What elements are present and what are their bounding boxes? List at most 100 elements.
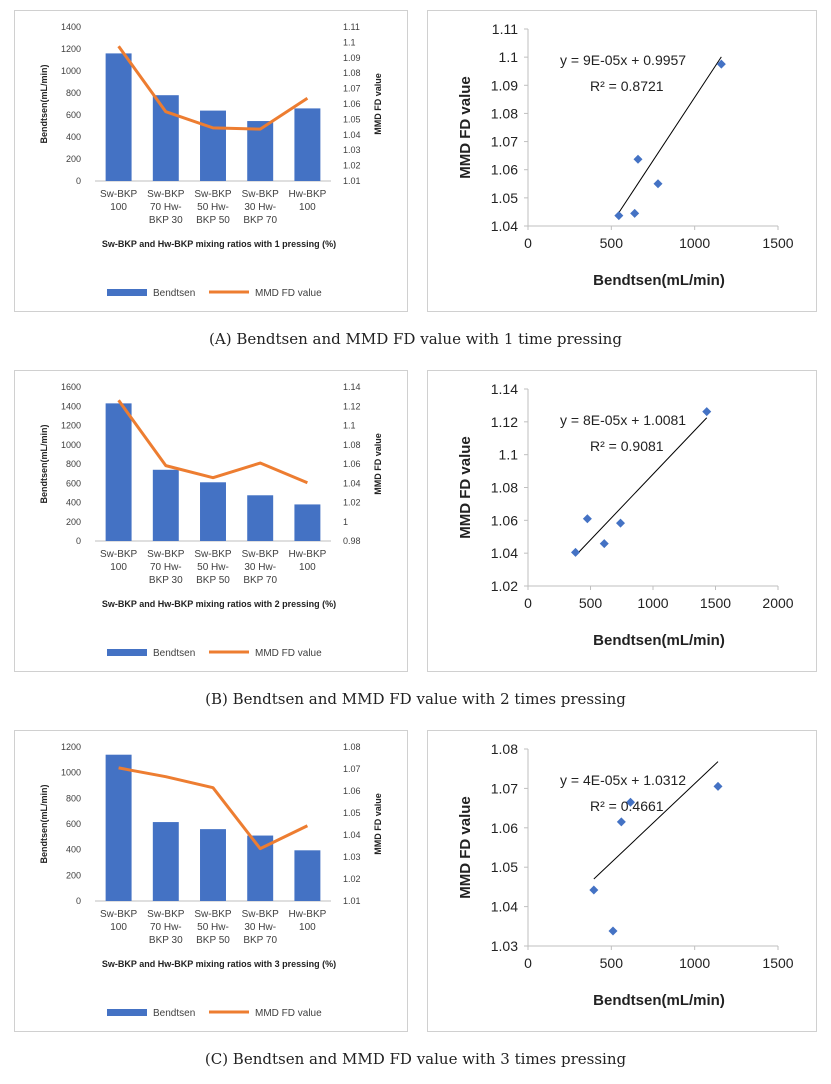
y2-axis-title: MMD FD value <box>373 73 383 135</box>
y-tick-label: 1.14 <box>491 381 518 397</box>
y2-tick-label: 1.02 <box>343 498 361 508</box>
x-axis-title: Sw-BKP and Hw-BKP mixing ratios with 1 p… <box>102 239 336 249</box>
x-axis-title: Sw-BKP and Hw-BKP mixing ratios with 3 p… <box>102 959 336 969</box>
x-category-label: 100 <box>299 922 316 933</box>
trendline <box>618 56 722 213</box>
scatter-point <box>626 797 635 807</box>
scatter-point <box>571 547 580 557</box>
y-tick-label: 1.07 <box>491 134 518 150</box>
legend-swatch-bendtsen <box>107 1009 147 1016</box>
y2-tick-label: 1.07 <box>343 764 361 774</box>
scatter-point <box>633 154 643 164</box>
x-tick-label: 1500 <box>762 955 793 971</box>
x-category-label: 50 Hw- <box>197 562 229 573</box>
x-category-label: BKP 30 <box>149 215 183 226</box>
y-tick-label: 1.05 <box>491 859 518 875</box>
y-tick-label: 1.05 <box>491 190 518 206</box>
y2-tick-label: 1.05 <box>343 808 361 818</box>
combo-chart-svg: 0 200 400 600 800 1000 1200 1400 1.01 1.02 1.03 1.0… <box>39 22 383 299</box>
x-category-label: Sw-BKP <box>194 549 232 560</box>
y-tick-label: 1000 <box>61 66 81 76</box>
y-axis-title: Bendtsen(mL/min) <box>39 424 49 503</box>
x-category-label: BKP 70 <box>243 575 277 586</box>
y2-tick-label: 1.04 <box>343 130 361 140</box>
x-category-label: Sw-BKP <box>242 909 280 920</box>
y-tick-label: 1.08 <box>491 105 518 121</box>
scatter-point <box>599 539 609 549</box>
bar-bendtsen <box>200 829 226 901</box>
scatter-point <box>630 208 640 218</box>
y-tick-label: 1.1 <box>499 447 519 463</box>
scatter-point <box>582 514 592 524</box>
combo-chart-3-pressing: 0 200 400 600 800 1000 1200 1.01 1.02 1.03 1.04 1.0… <box>14 730 408 1032</box>
x-tick-label: 0 <box>524 595 532 611</box>
y-tick-label: 1600 <box>61 382 81 392</box>
y2-tick-label: 1.05 <box>343 114 361 124</box>
bar-bendtsen <box>200 110 226 181</box>
x-tick-label: 1500 <box>762 235 793 251</box>
x-category-label: Hw-BKP <box>289 909 327 920</box>
x-tick-label: 1500 <box>700 595 731 611</box>
bar-bendtsen <box>152 95 179 181</box>
x-category-label: 50 Hw- <box>197 202 229 213</box>
y-axis-title: MMD FD value <box>457 796 474 899</box>
trend-equation: y = 4E-05x + 1.0312 <box>560 772 686 788</box>
y-tick-label: 1.04 <box>491 899 518 915</box>
y-tick-label: 600 <box>66 110 81 120</box>
bar-bendtsen <box>247 495 274 541</box>
scatter-chart-svg: 1.04 1.05 1.06 1.07 1.08 1.09 1.1 1.11 0 500 1000 1… <box>457 21 794 289</box>
x-category-label: BKP 50 <box>196 215 230 226</box>
y-tick-label: 800 <box>66 459 81 469</box>
combo-chart-svg: 0 200 400 600 800 1000 1200 1400 1600 0.98 1 1.02 1.… <box>39 382 383 659</box>
y-tick-label: 600 <box>66 819 81 829</box>
legend-label-bendtsen: Bendtsen <box>153 288 195 299</box>
line-mmd-fd-value <box>117 399 308 485</box>
y2-tick-label: 1.06 <box>343 99 361 109</box>
y-axis-title: MMD FD value <box>457 76 474 179</box>
y-tick-label: 1000 <box>61 768 81 778</box>
scatter-point <box>608 926 618 936</box>
x-category-label: Hw-BKP <box>289 549 327 560</box>
caption-b: (B) Bendtsen and MMD FD value with 2 tim… <box>205 690 626 708</box>
x-tick-label: 0 <box>524 955 532 971</box>
x-tick-label: 500 <box>600 955 624 971</box>
y2-tick-label: 1.11 <box>343 22 360 32</box>
legend-swatch-bendtsen <box>107 289 147 296</box>
y2-tick-label: 1.06 <box>343 459 361 469</box>
y-tick-label: 1.09 <box>491 77 518 93</box>
x-tick-label: 0 <box>524 235 532 251</box>
scatter-point <box>614 211 624 221</box>
scatter-chart-1-pressing: 1.04 1.05 1.06 1.07 1.08 1.09 1.1 1.11 0 500 1000 1… <box>427 10 817 312</box>
x-tick-label: 500 <box>600 235 624 251</box>
x-tick-label: 1000 <box>637 595 668 611</box>
x-category-label: Hw-BKP <box>289 189 327 200</box>
x-category-label: BKP 50 <box>196 575 230 586</box>
x-category-label: 70 Hw- <box>150 922 182 933</box>
x-category-label: Sw-BKP <box>100 189 138 200</box>
x-category-label: Sw-BKP <box>242 549 280 560</box>
y-tick-label: 1400 <box>61 22 81 32</box>
y-tick-label: 0 <box>76 536 81 546</box>
combo-chart-1-pressing: 0 200 400 600 800 1000 1200 1400 1.01 1.02 1.03 1.0… <box>14 10 408 312</box>
x-axis-title: Bendtsen(mL/min) <box>593 632 725 649</box>
y2-tick-label: 1.1 <box>343 421 356 431</box>
y2-tick-label: 1.04 <box>343 830 361 840</box>
legend-swatch-bendtsen <box>107 649 147 656</box>
bar-bendtsen <box>152 822 179 901</box>
x-category-label: 100 <box>299 562 316 573</box>
x-category-label: Sw-BKP <box>100 909 138 920</box>
y2-tick-label: 1.08 <box>343 440 361 450</box>
trendline <box>575 417 708 556</box>
scatter-chart-2-pressing: 1.02 1.04 1.06 1.08 1.1 1.12 1.14 0 500 1000 1500 2… <box>427 370 817 672</box>
y-tick-label: 1200 <box>61 44 81 54</box>
y2-tick-label: 1.02 <box>343 874 361 884</box>
y-tick-label: 1000 <box>61 440 81 450</box>
scatter-point <box>713 781 723 791</box>
y-axis-title: MMD FD value <box>457 436 474 539</box>
y2-axis-title: MMD FD value <box>373 793 383 855</box>
y-tick-label: 1.06 <box>491 820 518 836</box>
scatter-chart-3-pressing: 1.03 1.04 1.05 1.06 1.07 1.08 0 500 1000 1500 y = … <box>427 730 817 1032</box>
y-tick-label: 200 <box>66 870 81 880</box>
y-tick-label: 1.12 <box>491 414 518 430</box>
r-squared: R² = 0.9081 <box>590 438 664 454</box>
